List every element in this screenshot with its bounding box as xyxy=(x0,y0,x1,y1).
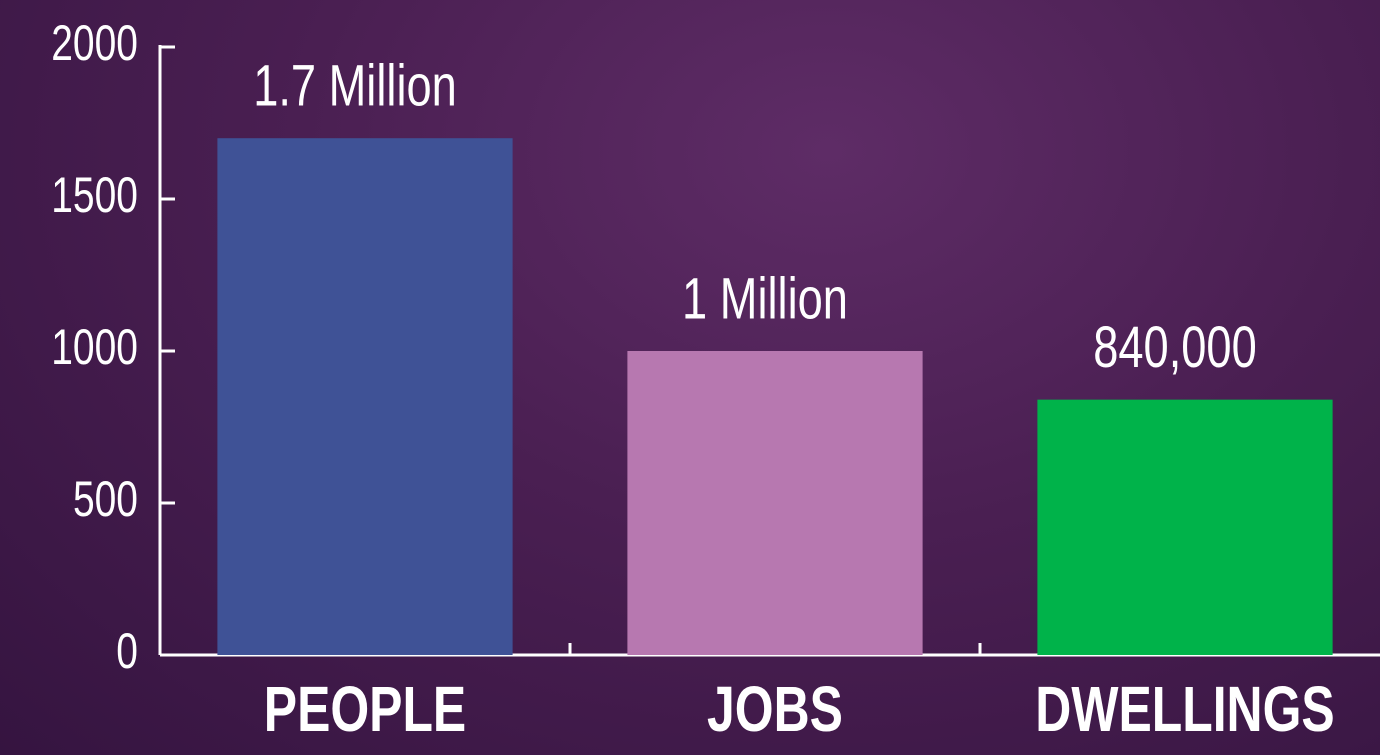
y-tick-label: 1500 xyxy=(51,166,138,223)
x-tick-label: DWELLINGS xyxy=(1035,674,1334,745)
bar xyxy=(1037,399,1333,655)
y-tick-label: 500 xyxy=(73,470,138,527)
x-tick-label: JOBS xyxy=(707,674,843,745)
value-label: 1 Million xyxy=(682,267,848,332)
bar xyxy=(627,351,923,655)
x-tick-label: PEOPLE xyxy=(264,674,466,745)
bar xyxy=(217,138,513,655)
value-label: 840,000 xyxy=(1093,316,1256,381)
y-tick-label: 0 xyxy=(116,622,138,679)
y-tick-label: 1000 xyxy=(51,318,138,375)
value-label: 1.7 Million xyxy=(253,54,457,119)
y-tick-label: 2000 xyxy=(51,14,138,71)
